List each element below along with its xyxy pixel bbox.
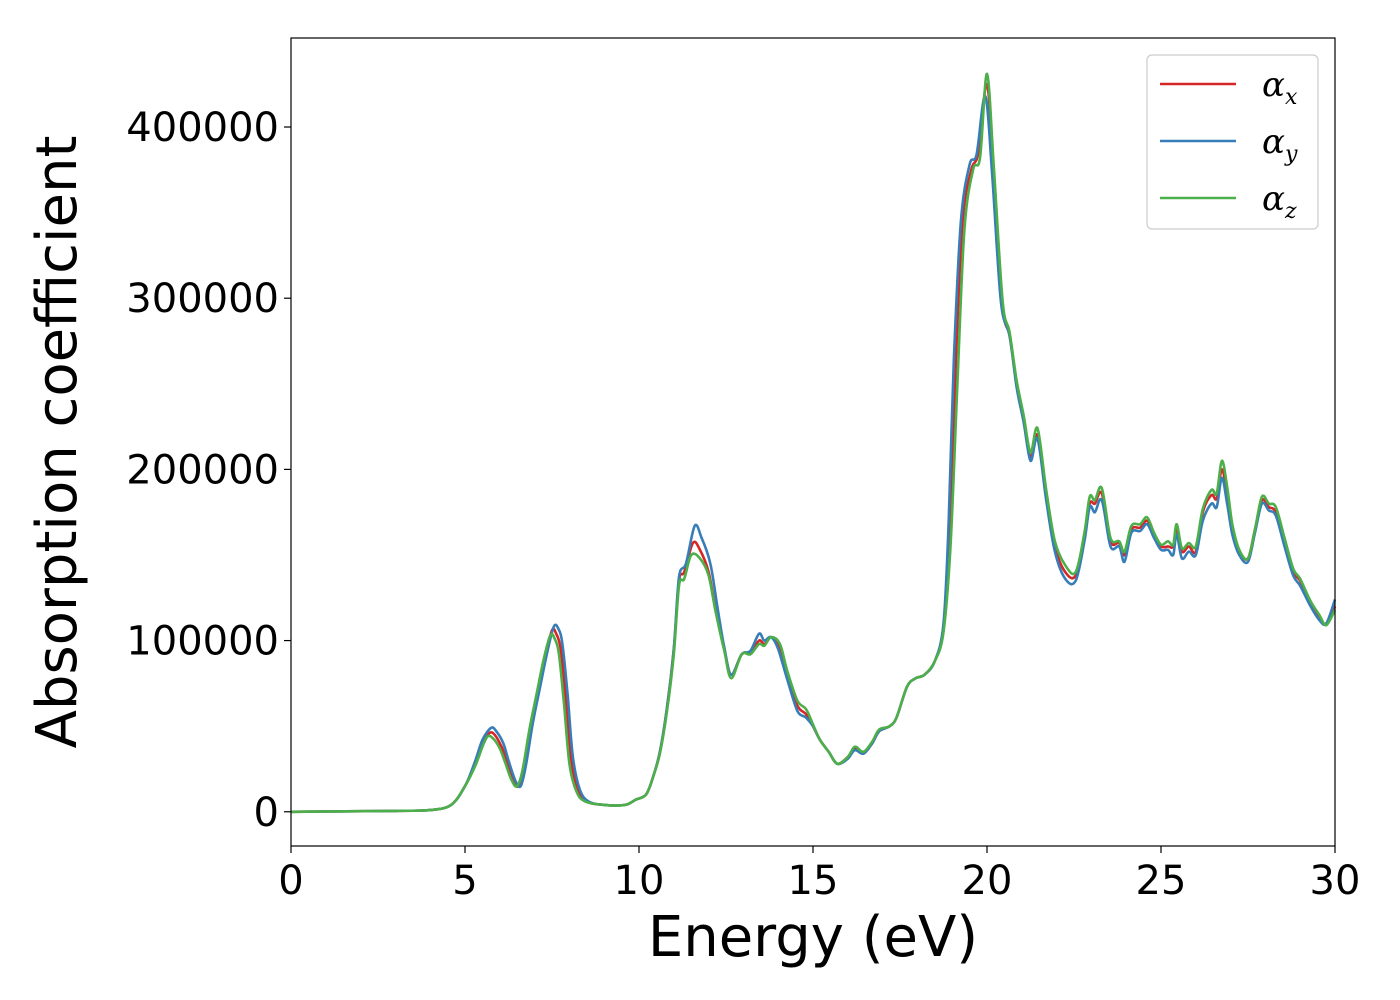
y-tick-label: 200000 bbox=[126, 447, 279, 493]
y-tick-label: 0 bbox=[254, 790, 279, 836]
y-tick-label: 400000 bbox=[126, 105, 279, 151]
x-tick-label: 20 bbox=[962, 858, 1013, 904]
legend-label-z: αz bbox=[1262, 179, 1297, 224]
x-tick-label: 25 bbox=[1136, 858, 1187, 904]
y-axis: 0 100000 200000 300000 400000 bbox=[126, 105, 291, 836]
series-line-z bbox=[290, 72, 1337, 814]
x-tick-label: 10 bbox=[614, 858, 665, 904]
y-tick-label: 300000 bbox=[126, 276, 279, 322]
x-tick-label: 15 bbox=[788, 858, 839, 904]
legend-label-x: αx bbox=[1262, 65, 1298, 110]
x-tick-label: 0 bbox=[278, 858, 303, 904]
legend: αx αy αz bbox=[1146, 54, 1319, 230]
x-axis-label: Energy (eV) bbox=[648, 905, 978, 970]
x-tick-label: 5 bbox=[452, 858, 477, 904]
y-axis-label: Absorption coefficient bbox=[25, 136, 90, 749]
x-tick-label: 30 bbox=[1310, 858, 1361, 904]
x-axis: 0 5 10 15 20 25 30 bbox=[278, 846, 1360, 904]
y-tick-label: 100000 bbox=[126, 619, 279, 665]
series-layer bbox=[290, 72, 1337, 814]
legend-label-y: αy bbox=[1262, 122, 1298, 167]
